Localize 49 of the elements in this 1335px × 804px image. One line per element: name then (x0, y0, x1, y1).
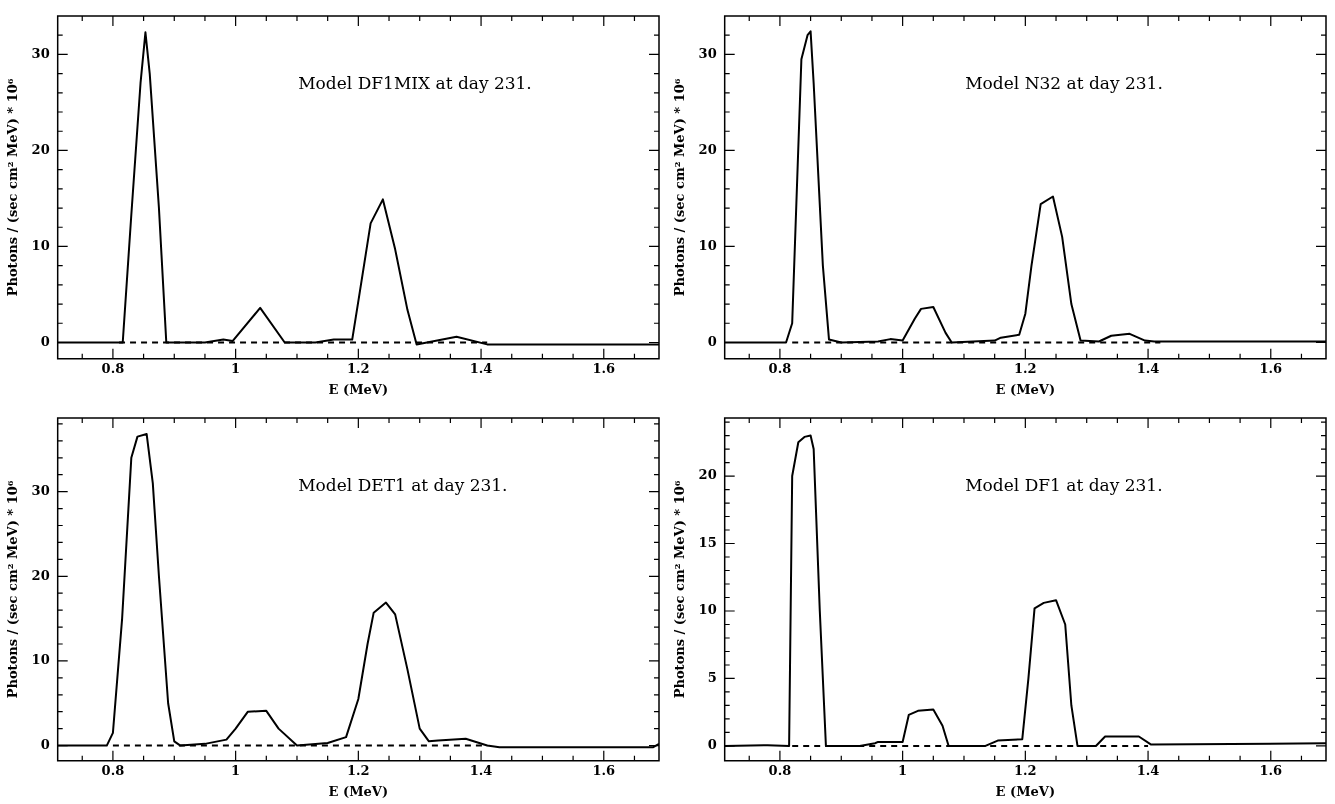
x-tick-label: 1.2 (347, 762, 370, 778)
annotation: Model DET1 at day 231. (298, 474, 508, 495)
y-tick-label: 20 (31, 567, 50, 583)
y-tick-label: 10 (698, 602, 717, 618)
x-tick-label: 1.2 (1014, 360, 1037, 376)
y-tick-label: 0 (707, 333, 717, 349)
x-tick-label: 1.6 (592, 360, 616, 376)
x-axis-title: E (MeV) (995, 381, 1056, 397)
x-tick-label: 1 (898, 762, 908, 778)
y-tick-label: 0 (707, 737, 717, 753)
x-tick-label: 1.6 (1259, 762, 1283, 778)
y-tick-label: 30 (31, 45, 50, 61)
x-tick-label: 1.4 (1136, 762, 1160, 778)
x-tick-label: 1 (231, 360, 241, 376)
y-axis-title: Photons / (sec cm² MeV) * 10⁶ (672, 480, 688, 699)
x-tick-label: 1.2 (1014, 762, 1037, 778)
y-tick-label: 30 (698, 45, 717, 61)
x-tick-label: 0.8 (768, 360, 792, 376)
x-tick-label: 1.4 (1136, 360, 1160, 376)
x-axis-title: E (MeV) (995, 783, 1056, 799)
x-tick-label: 0.8 (101, 360, 125, 376)
y-tick-label: 20 (698, 141, 717, 157)
annotation: Model N32 at day 231. (965, 72, 1163, 93)
x-tick-label: 1.2 (347, 360, 370, 376)
x-tick-label: 0.8 (101, 762, 125, 778)
y-tick-label: 10 (698, 237, 717, 253)
annotation: Model DF1 at day 231. (965, 474, 1163, 495)
y-tick-label: 10 (31, 652, 50, 668)
y-axis-title: Photons / (sec cm² MeV) * 10⁶ (5, 480, 21, 699)
x-tick-label: 1.6 (1259, 360, 1283, 376)
x-tick-label: 1.4 (469, 360, 493, 376)
x-tick-label: 1 (898, 360, 908, 376)
y-tick-label: 0 (40, 333, 50, 349)
y-tick-label: 20 (31, 141, 50, 157)
y-tick-label: 10 (31, 237, 50, 253)
annotation: Model DF1MIX at day 231. (298, 72, 532, 93)
y-tick-label: 0 (40, 736, 50, 752)
x-tick-label: 1.6 (592, 762, 616, 778)
x-tick-label: 1.4 (469, 762, 493, 778)
x-tick-label: 1 (231, 762, 241, 778)
y-tick-label: 30 (31, 483, 50, 499)
y-axis-title: Photons / (sec cm² MeV) * 10⁶ (5, 78, 21, 297)
x-axis-title: E (MeV) (328, 381, 389, 397)
y-axis-title: Photons / (sec cm² MeV) * 10⁶ (672, 78, 688, 297)
x-axis-title: E (MeV) (328, 783, 389, 799)
y-tick-label: 5 (707, 669, 717, 685)
y-tick-label: 15 (698, 534, 717, 550)
x-tick-label: 0.8 (768, 762, 792, 778)
y-tick-label: 20 (698, 467, 717, 483)
